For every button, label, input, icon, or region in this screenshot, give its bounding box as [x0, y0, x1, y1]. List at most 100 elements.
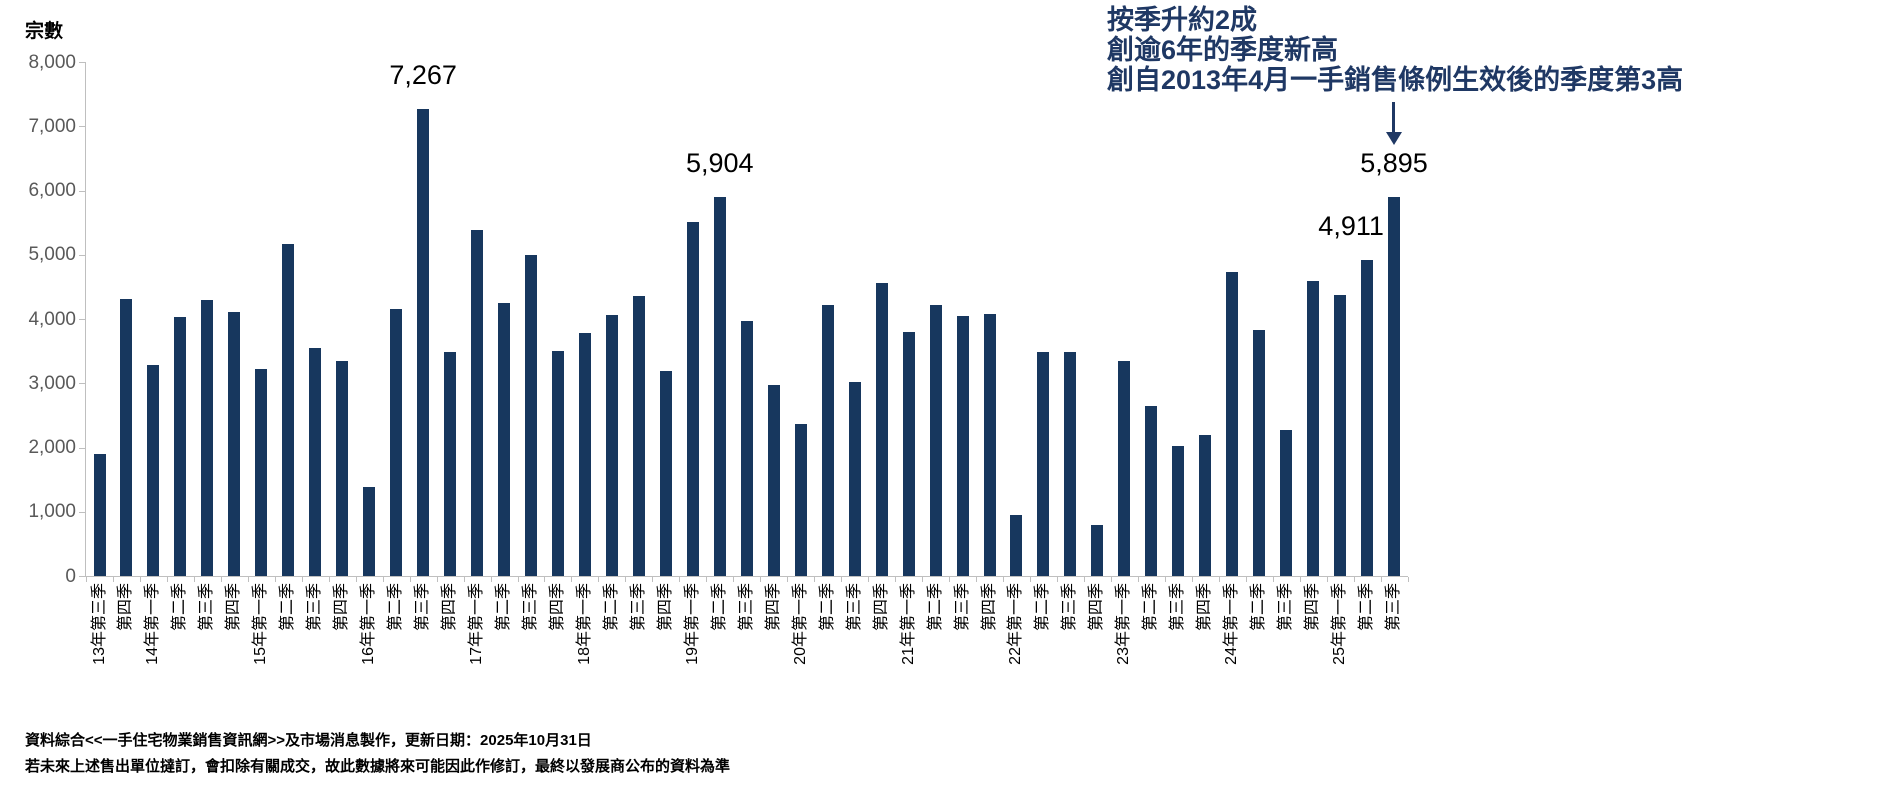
bar	[821, 304, 834, 576]
bar	[632, 295, 645, 576]
bar	[309, 347, 322, 576]
bar	[1145, 405, 1158, 576]
bar	[767, 385, 780, 576]
bar	[363, 486, 376, 576]
x-axis-tick-mark	[517, 577, 519, 582]
y-axis-tick-mark	[79, 447, 85, 449]
x-axis-label: 第四季	[548, 583, 566, 632]
x-axis-label: 第二季	[495, 583, 513, 632]
bar	[336, 360, 349, 576]
x-axis-label: 第二季	[387, 583, 405, 632]
x-axis-tick-mark	[1164, 577, 1166, 582]
x-axis-tick-mark	[328, 577, 330, 582]
x-axis-label: 第四季	[980, 583, 998, 632]
y-axis-tick-label: 4,000	[28, 308, 76, 330]
y-axis-tick-mark	[79, 383, 85, 385]
x-axis-label: 第二季	[171, 583, 189, 632]
bar-value-label: 5,895	[1360, 148, 1428, 179]
x-axis-label: 第四季	[117, 583, 135, 632]
bar	[1199, 435, 1212, 576]
x-axis-tick-mark	[625, 577, 627, 582]
annotation-line-2: 創逾6年的季度新高	[1107, 35, 1339, 65]
y-axis-line	[85, 62, 86, 577]
bar	[902, 331, 915, 576]
annotation-text: 按季升約2成 創逾6年的季度新高 創自2013年4月一手銷售條例生效後的季度第3…	[1107, 5, 1683, 95]
bar	[498, 302, 511, 576]
x-axis-label: 第二季	[926, 583, 944, 632]
x-axis-label: 第三季	[198, 583, 216, 632]
y-axis-tick-label: 3,000	[28, 372, 76, 394]
x-axis-label: 13年第三季	[90, 583, 108, 665]
x-axis-tick-mark	[1407, 577, 1409, 582]
x-axis-label: 第二季	[818, 583, 836, 632]
x-axis-label: 第三季	[845, 583, 863, 632]
x-axis-tick-mark	[355, 577, 357, 582]
x-axis-label: 21年第一季	[899, 583, 917, 665]
x-axis-tick-mark	[139, 577, 141, 582]
x-axis-tick-mark	[1245, 577, 1247, 582]
x-axis-label: 第三季	[953, 583, 971, 632]
x-axis-label: 19年第一季	[683, 583, 701, 665]
x-axis-tick-mark	[976, 577, 977, 582]
bar	[174, 317, 187, 576]
annotation-line-3: 創自2013年4月一手銷售條例生效後的季度第3高	[1107, 65, 1684, 95]
arrow-down-icon	[1386, 102, 1402, 146]
y-axis-tick-mark	[79, 126, 85, 128]
bar	[417, 109, 430, 576]
x-axis-tick-mark	[598, 577, 600, 582]
x-axis-tick-mark	[112, 577, 114, 582]
x-axis-label: 第四季	[872, 583, 890, 632]
x-axis-tick-mark	[1326, 577, 1328, 582]
y-axis-tick-mark	[79, 576, 85, 577]
x-axis-label: 第二季	[1034, 583, 1052, 632]
bar	[983, 313, 996, 576]
bar	[1064, 351, 1077, 576]
x-axis-label: 第四季	[1304, 583, 1322, 632]
x-axis-label: 第三季	[1385, 583, 1403, 632]
y-axis-tick-label: 7,000	[28, 115, 76, 137]
bar	[93, 453, 106, 576]
x-axis-label: 23年第一季	[1115, 583, 1133, 665]
x-axis-tick-mark	[841, 577, 843, 582]
arrow-stem	[1392, 102, 1395, 133]
x-axis-tick-mark	[1029, 577, 1031, 582]
x-axis-tick-mark	[544, 577, 546, 582]
y-axis-tick-mark	[79, 319, 85, 320]
x-axis-label: 第四季	[1196, 583, 1214, 632]
x-axis-tick-mark	[679, 577, 681, 582]
x-axis-label: 15年第一季	[252, 583, 270, 665]
x-axis-label: 第三季	[737, 583, 755, 632]
x-axis-label: 第三季	[1061, 583, 1079, 632]
x-axis-line	[85, 576, 1408, 577]
x-axis-label: 第二季	[1358, 583, 1376, 632]
bar	[444, 351, 457, 576]
x-axis-tick-mark	[463, 577, 465, 582]
x-axis-tick-mark	[1056, 577, 1058, 582]
bar	[201, 299, 214, 576]
bar	[120, 299, 133, 576]
x-axis-tick-mark	[301, 577, 303, 582]
x-axis-label: 第四季	[225, 583, 243, 632]
x-axis-label: 第二季	[279, 583, 297, 632]
x-axis-tick-mark	[787, 577, 789, 582]
x-axis-label: 第三季	[1277, 583, 1295, 632]
x-axis-tick-mark	[382, 577, 384, 582]
bar	[848, 381, 861, 576]
x-axis-tick-mark	[490, 577, 492, 582]
x-axis-label: 20年第一季	[791, 583, 809, 665]
x-axis-label: 第二季	[1250, 583, 1268, 632]
x-axis-tick-mark	[1110, 577, 1112, 582]
x-axis-label: 18年第一季	[575, 583, 593, 665]
bar	[1334, 295, 1347, 576]
bar	[1307, 281, 1320, 576]
bar	[525, 254, 538, 576]
x-axis-label: 第四季	[1088, 583, 1106, 632]
x-axis-tick-mark	[1083, 577, 1085, 582]
x-axis-tick-mark	[1380, 577, 1382, 582]
footer-line-disclaimer: 若未來上述售出單位撻訂，會扣除有關成交，故此數據將來可能因此作修訂，最終以發展商…	[25, 758, 731, 775]
footer-note: 資料綜合<<一手住宅物業銷售資訊網>>及市場消息製作，更新日期：2025年10月…	[25, 728, 730, 780]
x-axis-label: 第四季	[441, 583, 459, 632]
x-axis-tick-mark	[949, 577, 951, 582]
bar	[1172, 446, 1185, 576]
x-axis-tick-mark	[1353, 577, 1355, 582]
